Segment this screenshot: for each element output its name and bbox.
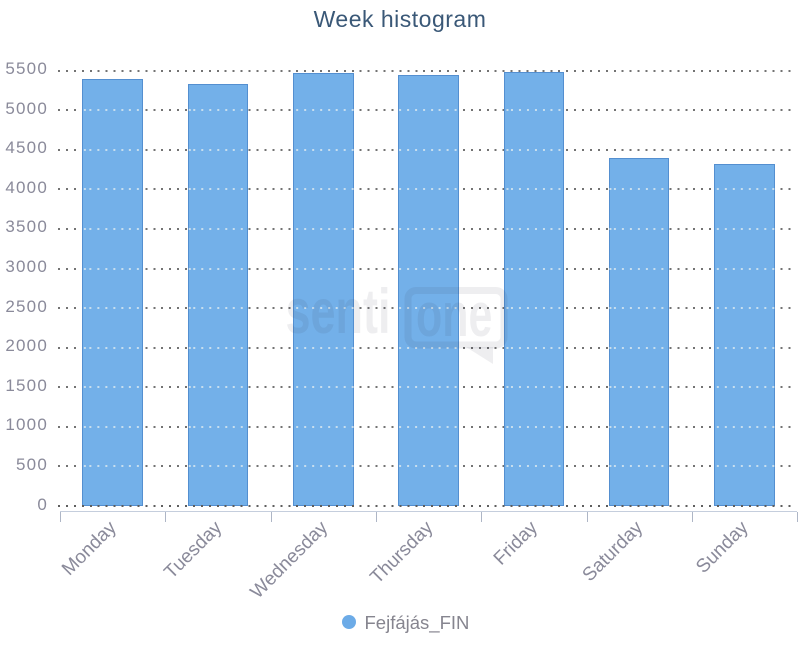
svg-text:senti: senti (286, 275, 391, 346)
svg-text:one: one (416, 281, 492, 350)
